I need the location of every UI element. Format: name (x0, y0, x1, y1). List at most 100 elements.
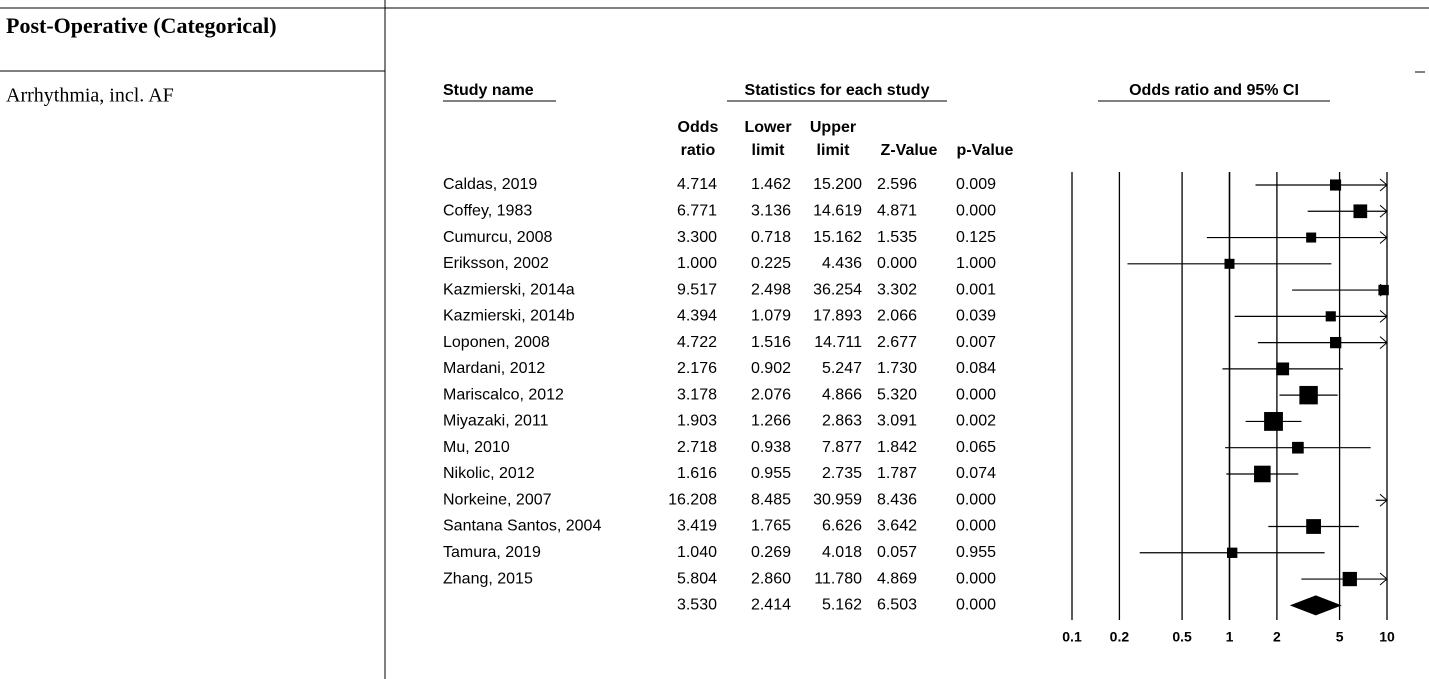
stat-value: 2.176 (677, 360, 717, 377)
study-name: Kazmierski, 2014b (443, 308, 575, 325)
stat-value: 14.619 (813, 202, 862, 219)
ci-arrow (1379, 309, 1388, 323)
stat-value: 0.039 (956, 308, 996, 325)
stat-value: 5.804 (677, 570, 717, 587)
effect-square (1264, 412, 1283, 431)
stat-value: 15.162 (813, 229, 862, 246)
stat-value: 2.066 (877, 308, 917, 325)
stat-value: 7.877 (822, 439, 862, 456)
stat-value: 3.300 (677, 229, 717, 246)
stat-value: 2.735 (822, 465, 862, 482)
stat-value: 3.642 (877, 518, 917, 535)
stat-value: 0.125 (956, 229, 996, 246)
stat-value: 1.000 (677, 255, 717, 272)
stat-value: 16.208 (668, 491, 717, 508)
section-header: Post-Operative (Categorical) (6, 13, 277, 38)
stat-value: 0.074 (956, 465, 996, 482)
effect-square (1330, 179, 1342, 191)
study-name: Miyazaki, 2011 (443, 413, 549, 430)
stat-value: 14.711 (814, 334, 862, 351)
stat-value: 0.057 (877, 544, 917, 561)
effect-square (1299, 385, 1318, 405)
stat-value: 4.869 (877, 570, 917, 587)
effect-square (1330, 336, 1342, 349)
stat-value: 0.000 (956, 386, 996, 403)
stat-value: 0.065 (956, 439, 996, 456)
stat-value: 9.517 (677, 281, 717, 298)
stat-value: 0.001 (956, 281, 996, 298)
stat-value: 2.677 (877, 334, 917, 351)
stat-value: 1.000 (956, 255, 996, 272)
column-header: ratio (681, 142, 716, 159)
study-name: Eriksson, 2002 (443, 255, 549, 272)
stat-value: 0.269 (751, 544, 791, 561)
effect-square (1325, 311, 1336, 322)
ci-arrow (1379, 572, 1388, 586)
stat-value: 1.535 (877, 229, 917, 246)
column-header: Z-Value (881, 142, 938, 159)
column-group-title: Statistics for each study (745, 82, 930, 99)
stat-value: 4.722 (677, 334, 717, 351)
column-group-title: Odds ratio and 95% CI (1129, 82, 1299, 99)
study-name: Norkeine, 2007 (443, 491, 552, 508)
stat-value: 0.902 (751, 360, 791, 377)
stat-value: 1.765 (751, 518, 791, 535)
stat-value: 0.225 (751, 255, 791, 272)
study-name: Caldas, 2019 (443, 176, 537, 193)
stat-value: 0.000 (877, 255, 917, 272)
stat-value: 6.503 (877, 597, 917, 614)
stat-value: 8.485 (751, 491, 791, 508)
stat-value: 4.866 (822, 386, 862, 403)
stat-value: 4.714 (677, 176, 717, 193)
effect-square (1306, 519, 1321, 534)
stat-value: 3.091 (877, 413, 917, 430)
ci-arrow (1379, 336, 1388, 349)
stat-value: 1.516 (751, 334, 791, 351)
study-name: Mardani, 2012 (443, 360, 545, 377)
stat-value: 1.730 (877, 360, 917, 377)
effect-square (1276, 362, 1290, 376)
ci-arrow (1379, 231, 1388, 244)
stat-value: 1.787 (877, 465, 917, 482)
stat-value: 0.938 (751, 439, 791, 456)
effect-square (1224, 258, 1235, 269)
stat-value: 0.000 (956, 491, 996, 508)
study-name: Mariscalco, 2012 (443, 386, 564, 403)
study-name: Zhang, 2015 (443, 570, 533, 587)
effect-square (1227, 547, 1238, 558)
x-tick-label: 0.2 (1110, 629, 1130, 645)
summary-diamond (1289, 595, 1342, 616)
column-header: Upper (810, 119, 856, 136)
column-header: limit (817, 142, 851, 159)
study-name: Mu, 2010 (443, 439, 510, 456)
stat-value: 4.436 (822, 255, 862, 272)
stat-value: 0.000 (956, 518, 996, 535)
x-tick-label: 10 (1379, 629, 1395, 645)
x-tick-label: 0.1 (1062, 629, 1082, 645)
stat-value: 8.436 (877, 491, 917, 508)
stat-value: 0.009 (956, 176, 996, 193)
x-tick-label: 2 (1273, 629, 1281, 645)
study-name: Cumurcu, 2008 (443, 229, 552, 246)
stat-value: 15.200 (813, 176, 862, 193)
stat-value: 2.718 (677, 439, 717, 456)
stat-value: 1.040 (677, 544, 717, 561)
ci-arrow (1379, 178, 1388, 192)
stat-value: 0.000 (956, 597, 996, 614)
stat-value: 0.002 (956, 413, 996, 430)
stat-value: 11.780 (814, 570, 862, 587)
stat-value: 1.462 (751, 176, 791, 193)
study-name: Loponen, 2008 (443, 334, 550, 351)
stat-value: 0.718 (751, 229, 791, 246)
stat-value: 1.616 (677, 465, 717, 482)
stat-value: 2.414 (751, 597, 791, 614)
effect-square (1306, 232, 1317, 243)
stat-value: 3.530 (677, 597, 717, 614)
stat-value: 0.955 (751, 465, 791, 482)
column-header: Odds (678, 119, 719, 136)
column-header: Lower (744, 119, 791, 136)
stat-value: 0.000 (956, 570, 996, 587)
stat-value: 2.498 (751, 281, 791, 298)
column-header: limit (752, 142, 786, 159)
